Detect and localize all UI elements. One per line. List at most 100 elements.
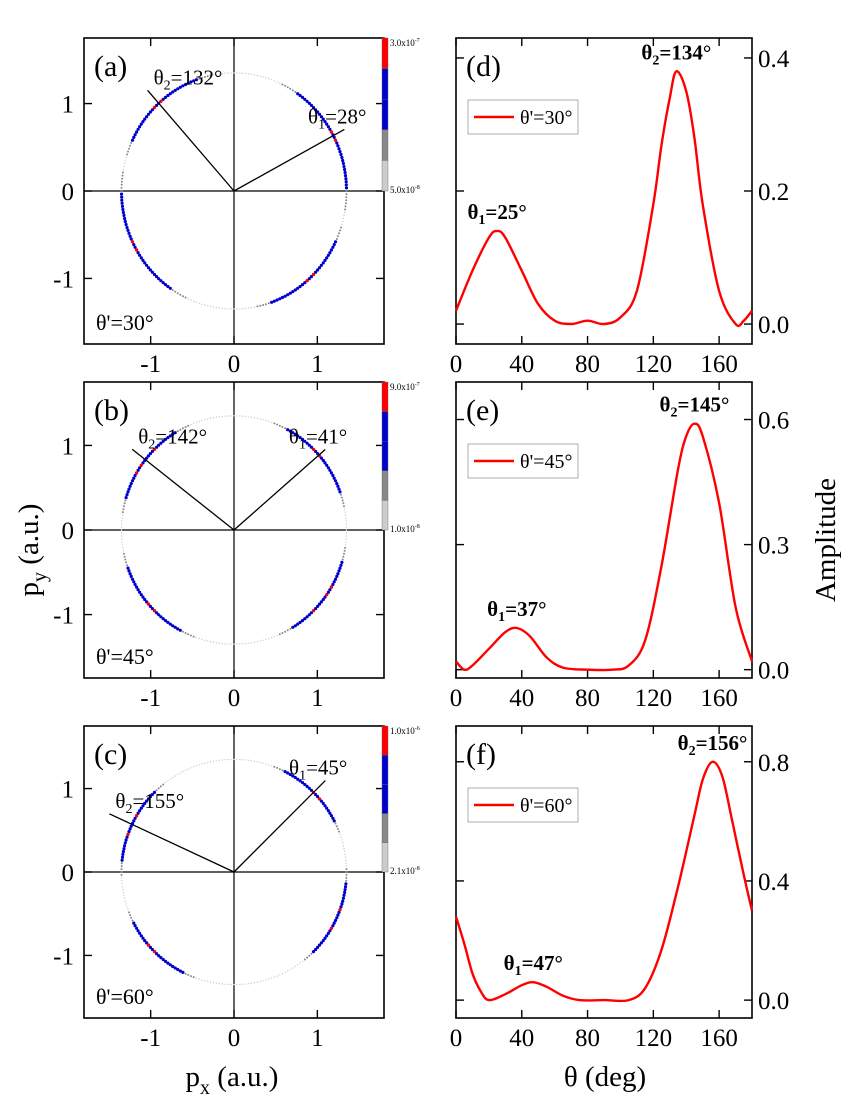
ring-point (344, 856, 347, 858)
ring-point (129, 824, 133, 828)
ring-point (125, 835, 129, 839)
ring-point (344, 853, 346, 856)
ring-point (130, 577, 135, 581)
ring-point (314, 792, 318, 797)
ring-point (262, 419, 264, 421)
ring-point (141, 936, 145, 940)
ring-point (227, 983, 229, 986)
ring-point (329, 585, 334, 589)
ring-point (291, 625, 295, 629)
ring-point (339, 905, 343, 909)
ring-point (245, 72, 247, 75)
ring-point (296, 286, 300, 290)
ring-point (248, 416, 250, 418)
ring-point (242, 72, 244, 75)
ring-point (125, 156, 127, 159)
ring-point (193, 766, 195, 768)
ring-point (332, 819, 336, 823)
ring-point (328, 127, 332, 131)
ring-point (336, 484, 340, 488)
ring-point (268, 764, 270, 766)
ring-point (136, 468, 140, 472)
x-tick-label: 0 (228, 685, 241, 712)
ring-point (161, 957, 165, 962)
ring-point (340, 496, 343, 499)
ring-point (128, 827, 132, 831)
ring-point (121, 174, 124, 177)
ring-point (280, 295, 284, 300)
x-tick-label: 120 (635, 351, 673, 378)
ring-point (340, 836, 342, 838)
ring-point (345, 193, 348, 196)
panel-label: (f) (466, 738, 496, 771)
ring-point (227, 643, 229, 645)
ring-point (278, 424, 281, 427)
ring-point (212, 417, 215, 419)
ring-point (242, 308, 244, 310)
y-tick-label: 0 (62, 179, 75, 206)
ring-point (326, 931, 330, 935)
ring-point (141, 804, 145, 808)
angle-label-1: θ1=41° (289, 425, 347, 453)
ring-point (270, 421, 273, 424)
ring-point (123, 162, 126, 165)
ring-point (345, 199, 348, 202)
ring-point (129, 237, 133, 241)
legend-label: θ'=60° (520, 795, 572, 817)
ring-point (239, 72, 241, 74)
ring-point (152, 272, 157, 277)
ring-point (124, 900, 127, 902)
ring-point (204, 419, 206, 421)
ring-point (319, 941, 323, 945)
ring-point (317, 266, 322, 270)
ring-point (338, 566, 342, 570)
ring-point (171, 90, 175, 94)
ring-point (296, 92, 300, 96)
ring-point (239, 415, 241, 417)
ring-point (268, 978, 270, 980)
ring-point (181, 630, 184, 633)
y-tick-label: 0.0 (758, 312, 789, 339)
ring-point (291, 431, 295, 435)
ring-point (311, 950, 316, 954)
ring-point (286, 629, 289, 632)
colorbar: 9.0x10-7 1.0x10-8 (381, 381, 420, 534)
ring-point (215, 416, 218, 418)
ring-point (184, 426, 187, 428)
ring-point (298, 779, 302, 783)
ring-point (163, 283, 168, 287)
ring-point (325, 122, 329, 126)
angle-label-2: θ2=155° (115, 789, 184, 817)
ring-point (119, 192, 124, 196)
ring-point (248, 642, 250, 644)
ring-point (132, 135, 136, 139)
ring-point (207, 640, 209, 642)
ring-point (345, 535, 347, 537)
ring-point (300, 619, 305, 623)
momentum-ring (119, 72, 349, 310)
y-tick-label: 0.0 (758, 658, 789, 685)
peak-label-1: θ1=25° (467, 200, 526, 228)
ring-point (122, 888, 124, 891)
ring-point (326, 253, 330, 257)
angle-line-2 (131, 448, 235, 531)
ring-point (212, 306, 215, 308)
colorbar: 3.0x10-7 5.0x10-8 (381, 37, 420, 195)
ring-point (163, 437, 168, 441)
ring-point (161, 617, 165, 621)
ring-point (121, 511, 124, 514)
ring-point (132, 819, 136, 823)
ring-point (345, 876, 348, 879)
ring-point (305, 441, 309, 445)
ring-point (316, 110, 320, 114)
ring-point (332, 921, 336, 925)
ring-point (343, 170, 347, 175)
angle-label-1: θ1=45° (289, 756, 347, 784)
ring-point (121, 171, 124, 174)
ring-point (293, 288, 297, 292)
ring-point (128, 484, 132, 488)
ring-point (345, 517, 347, 519)
ring-point (268, 637, 270, 640)
ring-point (215, 982, 218, 984)
ring-point (150, 449, 154, 453)
